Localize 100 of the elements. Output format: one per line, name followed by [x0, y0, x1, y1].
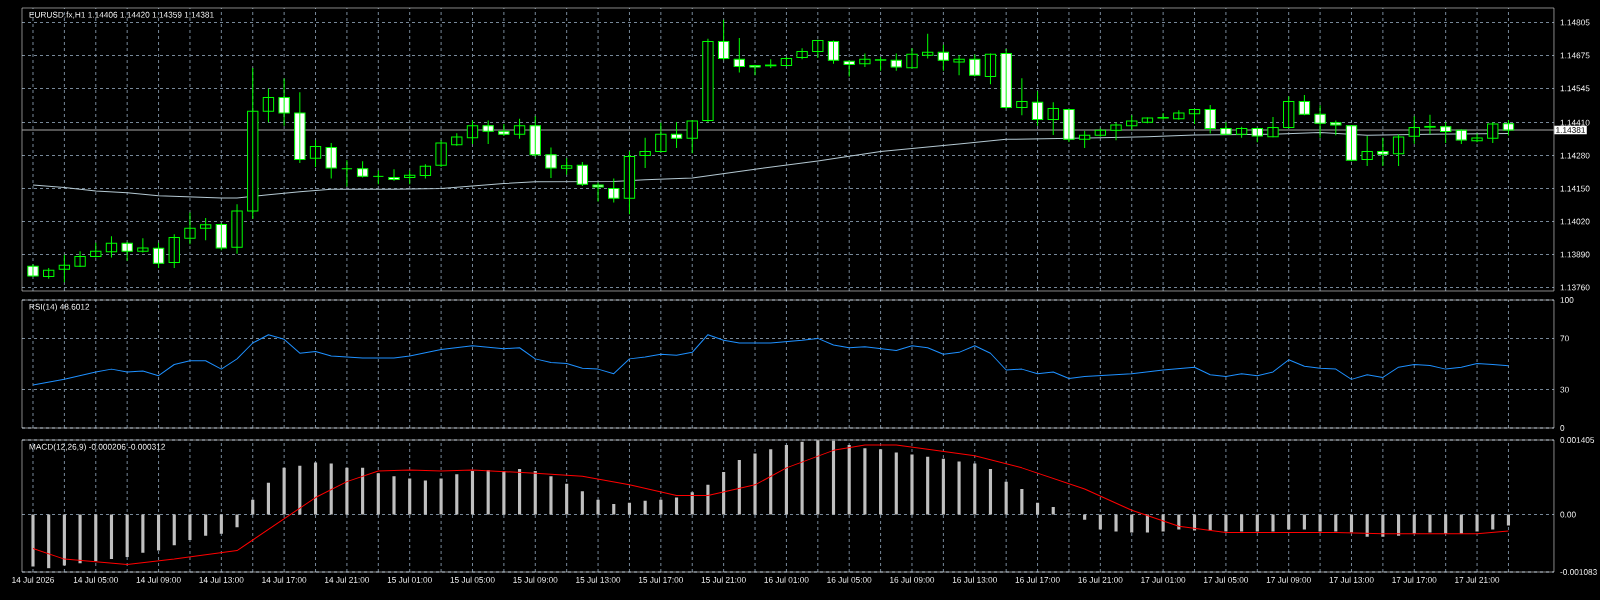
- candlestick: [121, 241, 133, 262]
- x-tick-label: 16 Jul 21:00: [1078, 576, 1123, 583]
- bar: [1444, 514, 1448, 534]
- candlestick: [1361, 135, 1373, 167]
- bar: [926, 456, 930, 515]
- ref-line-label: 1.14381: [1556, 127, 1586, 133]
- candlestick: [152, 242, 165, 269]
- chart-title: EURUSD.fx,H1 1.14406 1.14420 1.14359 1.14381: [29, 11, 214, 19]
- bar: [706, 484, 710, 515]
- candlestick: [168, 233, 180, 269]
- bar: [1240, 514, 1244, 532]
- bar: [800, 441, 804, 515]
- x-tick-label: 15 Jul 01:00: [387, 576, 432, 583]
- candlestick: [1502, 119, 1515, 137]
- bar: [941, 458, 945, 515]
- x-tick-label: 15 Jul 05:00: [450, 576, 495, 583]
- candlestick: [1126, 114, 1138, 131]
- y-tick-label: 30: [1560, 386, 1569, 393]
- bar: [1051, 507, 1055, 515]
- bar: [957, 461, 961, 515]
- candlestick: [969, 53, 981, 77]
- x-tick-label: 16 Jul 05:00: [827, 576, 872, 583]
- candlestick: [1220, 121, 1232, 136]
- candlestick: [215, 222, 228, 251]
- candlestick: [906, 47, 918, 69]
- candlestick: [1110, 121, 1122, 141]
- x-tick-label: 16 Jul 17:00: [1015, 576, 1060, 583]
- x-tick-label: 16 Jul 01:00: [764, 576, 809, 583]
- bar: [1475, 514, 1479, 532]
- candlestick: [513, 118, 526, 140]
- chart-title: RSI(14) 48.6012: [29, 303, 90, 312]
- bar: [486, 469, 490, 515]
- bar: [988, 468, 993, 515]
- bar: [910, 454, 914, 515]
- candlestick: [592, 181, 604, 202]
- x-tick-label: 15 Jul 17:00: [638, 576, 684, 583]
- candlestick: [294, 91, 306, 164]
- bar: [674, 497, 679, 515]
- candlestick: [1345, 124, 1358, 162]
- bar: [408, 478, 412, 515]
- y-tick-label: 1.14280: [1560, 152, 1590, 159]
- bar: [533, 471, 537, 515]
- candlestick: [482, 120, 494, 145]
- bar: [831, 440, 836, 515]
- candlestick: [1047, 101, 1059, 136]
- y-tick-label: 1.14410: [1560, 119, 1590, 126]
- bar: [455, 474, 459, 515]
- candlestick: [1298, 94, 1311, 116]
- bar: [753, 453, 757, 515]
- bar: [313, 462, 318, 515]
- candlestick: [1157, 112, 1169, 121]
- candlestick: [74, 250, 86, 268]
- bar: [894, 452, 898, 515]
- bar: [188, 514, 192, 541]
- candlestick: [43, 267, 55, 280]
- bar: [565, 483, 569, 515]
- candlestick: [1283, 96, 1295, 129]
- bar: [125, 514, 129, 557]
- candlestick: [1408, 115, 1420, 145]
- bar: [1114, 514, 1118, 532]
- candlestick: [27, 263, 39, 278]
- candlestick: [325, 142, 337, 179]
- candlestick: [1016, 77, 1028, 116]
- bar: [627, 502, 632, 515]
- bar: [329, 463, 333, 515]
- candlestick: [686, 120, 698, 154]
- y-tick-label: 1.13890: [1560, 251, 1590, 258]
- bar: [816, 440, 820, 515]
- x-tick-label: 14 Jul 17:00: [262, 576, 307, 583]
- candlestick: [1377, 137, 1389, 167]
- bar: [1381, 514, 1385, 537]
- candlestick: [655, 122, 667, 153]
- bar: [204, 514, 208, 536]
- bar: [1255, 514, 1259, 532]
- bar: [62, 514, 66, 566]
- bar: [1208, 514, 1212, 531]
- y-tick-label: 100: [1560, 297, 1574, 303]
- bar: [235, 514, 239, 528]
- bar: [1412, 514, 1416, 534]
- candlestick: [388, 168, 400, 182]
- x-tick-label: 17 Jul 01:00: [1141, 576, 1186, 583]
- bar: [1271, 514, 1275, 532]
- bar: [1004, 481, 1008, 515]
- candlestick: [247, 67, 259, 220]
- y-tick-label: 1.13760: [1560, 284, 1590, 291]
- y-tick-label: 1.14020: [1560, 218, 1590, 225]
- x-tick-label: 14 Jul 13:00: [199, 576, 244, 583]
- x-tick-label: 17 Jul 17:00: [1392, 576, 1437, 583]
- y-tick-label: -0.001083: [1560, 569, 1597, 575]
- y-tick-label: 1.14150: [1560, 185, 1590, 192]
- candlestick: [765, 58, 777, 69]
- bar: [109, 514, 114, 560]
- bar: [376, 473, 380, 515]
- bar: [690, 492, 694, 515]
- bar: [973, 463, 977, 515]
- bar: [784, 445, 788, 515]
- candlestick: [749, 64, 761, 76]
- candlestick: [356, 160, 369, 178]
- y-tick-label: 0.00: [1560, 511, 1576, 518]
- y-tick-label: 70: [1560, 335, 1569, 342]
